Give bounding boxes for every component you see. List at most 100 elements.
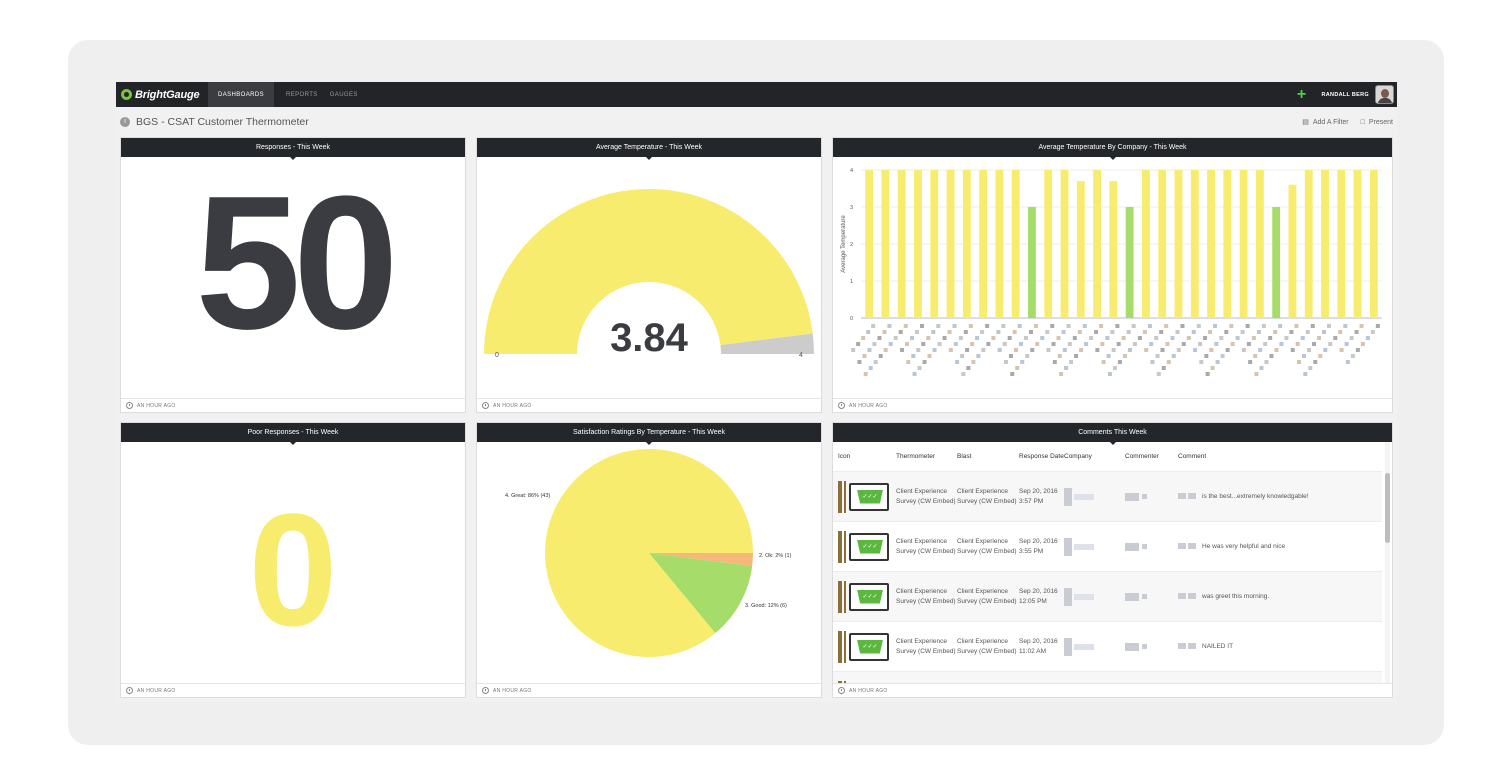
add-filter-label: Add A Filter <box>1312 118 1349 126</box>
widget-title: Average Temperature By Company - This We… <box>833 138 1392 160</box>
col-company[interactable]: Company <box>1064 453 1092 460</box>
widget-avg-temp-by-company[interactable]: Average Temperature By Company - This We… <box>832 137 1393 413</box>
x-tick-label-redacted <box>1100 342 1105 346</box>
add-filter-button[interactable]: ▤ Add A Filter <box>1302 118 1349 127</box>
app-window: BrightGauge DASHBOARDS REPORTS GAUGES + … <box>116 82 1397 702</box>
x-tick-label-redacted <box>1127 348 1132 352</box>
bar[interactable] <box>1353 170 1362 318</box>
x-tick-label-redacted <box>1089 336 1094 340</box>
x-tick-label-redacted <box>1354 330 1359 334</box>
bar[interactable] <box>979 170 988 318</box>
bar[interactable] <box>881 170 890 318</box>
table-row[interactable]: ✓✓✓ Client Experience Survey (CW Embed) Cl… <box>833 622 1382 672</box>
x-tick-label-redacted <box>1278 324 1283 328</box>
bar[interactable] <box>962 170 971 318</box>
x-tick-label-redacted <box>963 330 968 334</box>
widget-poor-responses[interactable]: Poor Responses - This Week 0 AN HOUR AGO <box>120 422 466 698</box>
bar[interactable] <box>1044 170 1053 318</box>
x-tick-label-redacted <box>1066 324 1071 328</box>
bar[interactable] <box>1337 170 1346 318</box>
bar[interactable] <box>1255 170 1264 318</box>
bar[interactable] <box>1142 170 1150 318</box>
bar[interactable] <box>1060 170 1069 318</box>
gauge-chart <box>484 189 814 354</box>
bar[interactable] <box>914 170 922 318</box>
x-tick-label-redacted <box>1214 342 1219 346</box>
bar[interactable] <box>930 170 939 318</box>
gauge-min-label: 0 <box>495 352 499 359</box>
col-blast[interactable]: Blast <box>957 452 972 460</box>
y-tick-label: 1 <box>850 279 853 285</box>
thermometer-cell-text: Client Experience Survey (CW Embed) <box>896 587 956 605</box>
widget-comments[interactable]: Comments This Week Icon Thermometer Blas… <box>832 422 1393 698</box>
x-tick-label-redacted <box>1279 342 1284 346</box>
info-icon[interactable]: i <box>120 117 130 127</box>
bar[interactable] <box>1239 170 1248 318</box>
x-tick-label-redacted <box>916 348 921 352</box>
col-thermometer[interactable]: Thermometer <box>896 452 936 460</box>
bar[interactable] <box>1190 170 1199 318</box>
bar[interactable] <box>1011 170 1020 318</box>
scrollbar-thumb[interactable] <box>1385 473 1390 543</box>
pie-slice[interactable] <box>545 449 753 657</box>
x-tick-label-redacted <box>922 360 927 364</box>
commenter-cell-redacted <box>1125 492 1178 501</box>
widget-responses[interactable]: Responses - This Week 50 AN HOUR AGO <box>120 137 466 413</box>
avatar[interactable] <box>1375 85 1394 104</box>
table-row[interactable]: ✓✓✓ Client Experience Survey (CW Embed) Cl… <box>833 472 1382 522</box>
bar[interactable] <box>1272 207 1281 318</box>
nav-gauges[interactable]: GAUGES <box>329 91 358 98</box>
bar[interactable] <box>946 170 955 318</box>
bar[interactable] <box>1109 181 1118 318</box>
comment-cell: NAILED IT <box>1178 643 1382 650</box>
widget-average-temperature[interactable]: Average Temperature - This Week 3.84 0 4… <box>476 137 822 413</box>
bar[interactable] <box>1125 207 1134 318</box>
bar[interactable] <box>1321 170 1329 318</box>
x-tick-label-redacted <box>1106 354 1111 358</box>
bar[interactable] <box>1223 170 1232 318</box>
table-row[interactable]: ✓✓✓ Client Experience Survey (CW Embed) Cl… <box>833 572 1382 622</box>
x-tick-label-redacted <box>873 360 878 364</box>
col-icon[interactable]: Icon <box>838 453 851 460</box>
thermometer-icon: ✓✓✓ <box>838 680 892 683</box>
x-tick-label-redacted <box>1074 354 1079 358</box>
nav-reports[interactable]: REPORTS <box>286 91 318 98</box>
pie-slice[interactable] <box>649 553 753 634</box>
col-response-date[interactable]: Response Date <box>1019 452 1064 460</box>
bar[interactable] <box>1158 170 1167 318</box>
x-tick-label-redacted <box>1273 330 1278 334</box>
x-tick-label-redacted <box>1186 336 1191 340</box>
col-commenter[interactable]: Commenter <box>1125 453 1159 460</box>
pie-slice[interactable] <box>649 553 753 567</box>
date-cell: Sep 20, 2016 3:55 PM <box>1019 537 1058 555</box>
bar[interactable] <box>1028 207 1036 318</box>
bar[interactable] <box>995 170 1004 318</box>
bar[interactable] <box>1207 170 1215 318</box>
brand-logo[interactable]: BrightGauge <box>116 82 208 107</box>
x-tick-label-redacted <box>1052 360 1057 364</box>
bar[interactable] <box>1288 184 1297 318</box>
bar[interactable] <box>897 170 906 318</box>
present-button[interactable]: □ Present <box>1361 119 1393 126</box>
widget-satisfaction-ratings[interactable]: Satisfaction Ratings By Temperature - Th… <box>476 422 822 698</box>
poor-responses-count: 0 <box>248 480 338 659</box>
bar[interactable] <box>865 170 874 318</box>
col-comment[interactable]: Comment <box>1178 453 1207 460</box>
bar[interactable] <box>1369 170 1378 318</box>
table-row[interactable]: ✓✓✓ Client Experience Survey (CW Embed) Cl… <box>833 522 1382 572</box>
bar[interactable] <box>1304 170 1313 318</box>
table-row[interactable]: ✓✓✓ClientClient <box>833 672 1382 683</box>
thermometer-cell: ✓✓✓ <box>833 680 896 683</box>
x-tick-label-redacted <box>931 330 936 334</box>
company-cell-redacted <box>1064 637 1125 656</box>
table-scrollbar[interactable] <box>1385 442 1390 683</box>
bar[interactable] <box>1076 181 1085 318</box>
nav-dashboards[interactable]: DASHBOARDS <box>208 82 275 107</box>
x-tick-label-redacted <box>1160 348 1165 352</box>
bar[interactable] <box>1174 170 1183 318</box>
x-tick-label-redacted <box>1176 348 1181 352</box>
user-name[interactable]: RANDALL BERG <box>1321 91 1369 98</box>
commenter-cell-redacted <box>1125 542 1178 551</box>
add-icon[interactable]: + <box>1296 86 1307 103</box>
bar[interactable] <box>1093 170 1101 318</box>
